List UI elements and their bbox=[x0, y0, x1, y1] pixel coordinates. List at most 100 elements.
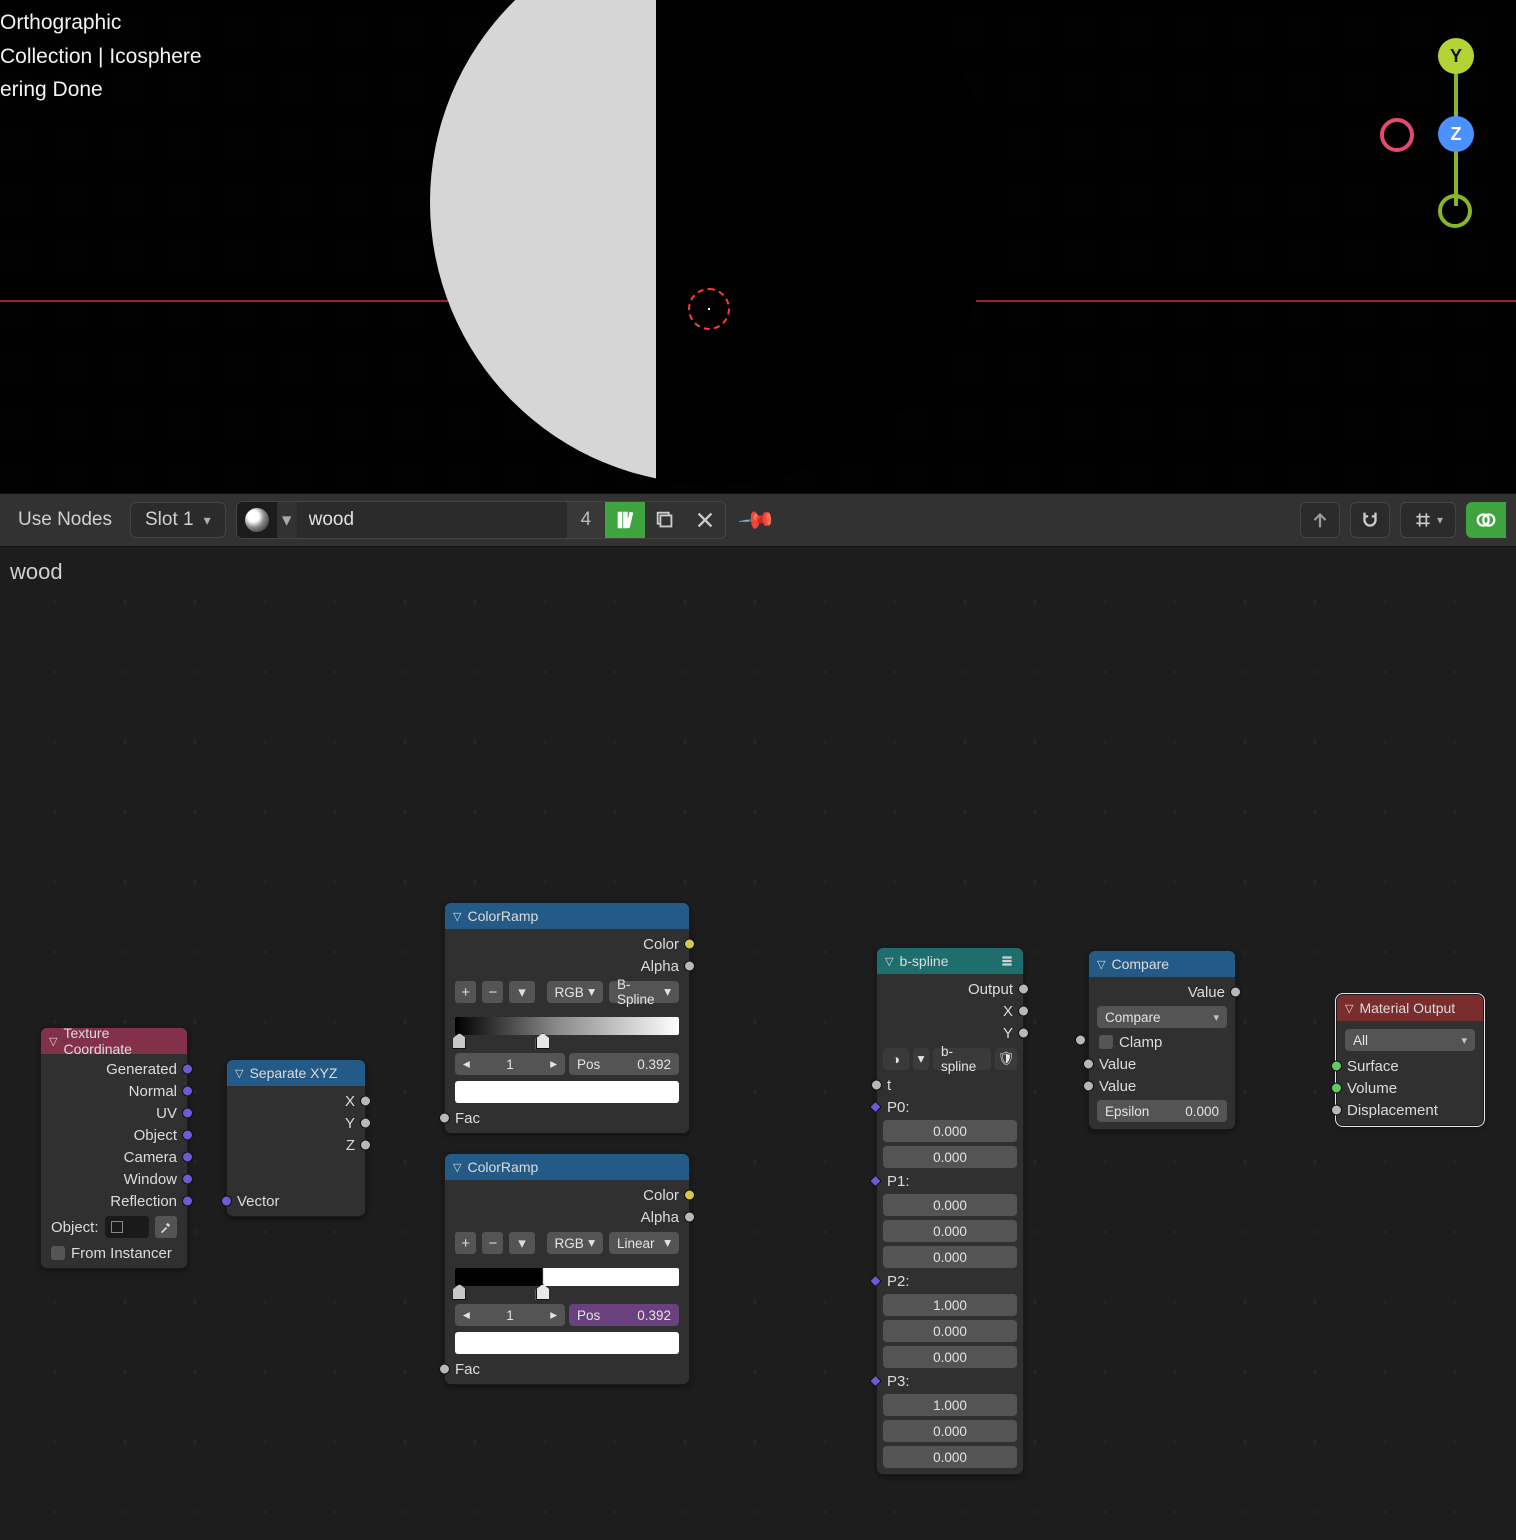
stop-index-field[interactable]: ◂1▸ bbox=[455, 1304, 565, 1326]
socket-out[interactable] bbox=[1018, 984, 1029, 995]
socket-in[interactable] bbox=[869, 1175, 882, 1188]
stop-color-swatch[interactable] bbox=[455, 1332, 679, 1354]
value-field[interactable]: 0.000 bbox=[883, 1320, 1017, 1342]
color-ramp-gradient[interactable] bbox=[455, 1264, 679, 1300]
add-stop-button[interactable]: + bbox=[455, 1232, 476, 1254]
socket-in[interactable] bbox=[439, 1113, 450, 1124]
nav-gizmo[interactable]: Y Z bbox=[1416, 24, 1496, 224]
3d-cursor[interactable] bbox=[688, 288, 730, 330]
value-field[interactable]: 0.000 bbox=[883, 1146, 1017, 1168]
material-slot-select[interactable]: Slot 1 ▾ bbox=[130, 502, 226, 538]
socket-in[interactable] bbox=[869, 1275, 882, 1288]
material-name-input[interactable] bbox=[297, 502, 567, 538]
node-color-ramp-2[interactable]: ▽ ColorRamp Color Alpha + − ▾ RGB▾ Linea… bbox=[444, 1153, 690, 1385]
interp-select[interactable]: Linear▾ bbox=[609, 1232, 679, 1254]
node-editor[interactable]: wood ▽ Texture Coordinate Generated Norm… bbox=[0, 547, 1516, 1540]
socket-in[interactable] bbox=[1331, 1061, 1342, 1072]
node-compare[interactable]: ▽ Compare Value Compare▾ Clamp Value Val… bbox=[1088, 950, 1236, 1130]
eyedropper-button[interactable] bbox=[155, 1216, 177, 1238]
value-field[interactable]: 0.000 bbox=[883, 1446, 1017, 1468]
operation-select[interactable]: Compare▾ bbox=[1097, 1006, 1227, 1028]
remove-stop-button[interactable]: − bbox=[482, 1232, 503, 1254]
collapse-icon[interactable]: ▽ bbox=[453, 910, 461, 923]
socket-in[interactable] bbox=[869, 1101, 882, 1114]
snap-toggle[interactable] bbox=[1350, 502, 1390, 538]
socket-out[interactable] bbox=[182, 1152, 193, 1163]
stop-index-field[interactable]: ◂1▸ bbox=[455, 1053, 565, 1075]
from-instancer-checkbox[interactable] bbox=[51, 1246, 65, 1260]
gizmo-axis-x[interactable] bbox=[1380, 118, 1414, 152]
value-field[interactable]: 0.000 bbox=[883, 1420, 1017, 1442]
target-select[interactable]: All▾ bbox=[1345, 1029, 1475, 1051]
material-preview-icon[interactable] bbox=[237, 502, 277, 538]
color-mode-select[interactable]: RGB▾ bbox=[547, 1232, 604, 1254]
value-field[interactable]: 1.000 bbox=[883, 1294, 1017, 1316]
color-ramp-gradient[interactable] bbox=[455, 1013, 679, 1049]
socket-out[interactable] bbox=[182, 1130, 193, 1141]
value-field[interactable]: 0.000 bbox=[883, 1120, 1017, 1142]
socket-out[interactable] bbox=[182, 1086, 193, 1097]
epsilon-field[interactable]: Epsilon0.000 bbox=[1097, 1100, 1227, 1122]
unlink-material-button[interactable] bbox=[685, 502, 725, 538]
collapse-icon[interactable]: ▽ bbox=[885, 955, 893, 968]
socket-in[interactable] bbox=[1083, 1059, 1094, 1070]
collapse-icon[interactable]: ▽ bbox=[235, 1067, 243, 1080]
clamp-checkbox[interactable] bbox=[1099, 1035, 1113, 1049]
color-mode-select[interactable]: RGB▾ bbox=[547, 981, 604, 1003]
stop-pos-field[interactable]: Pos0.392 bbox=[569, 1304, 679, 1326]
node-header[interactable]: ▽ b-spline bbox=[877, 948, 1023, 974]
node-header[interactable]: ▽ Material Output bbox=[1337, 995, 1483, 1021]
socket-out[interactable] bbox=[684, 961, 695, 972]
value-field[interactable]: 0.000 bbox=[883, 1246, 1017, 1268]
nodegroup-browse-icon[interactable]: ◑ bbox=[883, 1048, 909, 1070]
interp-select[interactable]: B-Spline▾ bbox=[609, 981, 679, 1003]
value-field[interactable]: 1.000 bbox=[883, 1394, 1017, 1416]
gizmo-axis-z[interactable]: Z bbox=[1438, 116, 1474, 152]
socket-out[interactable] bbox=[684, 1190, 695, 1201]
node-separate-xyz[interactable]: ▽ Separate XYZ X Y Z Vector bbox=[226, 1059, 366, 1217]
node-material-output[interactable]: ▽ Material Output All▾ Surface Volume Di… bbox=[1336, 994, 1484, 1126]
collapse-icon[interactable]: ▽ bbox=[1097, 958, 1105, 971]
socket-out[interactable] bbox=[360, 1118, 371, 1129]
socket-out[interactable] bbox=[182, 1064, 193, 1075]
use-nodes-toggle-label[interactable]: Use Nodes bbox=[10, 509, 120, 531]
group-edit-icon[interactable] bbox=[999, 953, 1015, 969]
socket-in[interactable] bbox=[221, 1196, 232, 1207]
node-header[interactable]: ▽ Separate XYZ bbox=[227, 1060, 365, 1086]
socket-out[interactable] bbox=[182, 1174, 193, 1185]
socket-out[interactable] bbox=[360, 1140, 371, 1151]
add-stop-button[interactable]: + bbox=[455, 981, 476, 1003]
socket-in[interactable] bbox=[1331, 1083, 1342, 1094]
socket-out[interactable] bbox=[1018, 1006, 1029, 1017]
value-field[interactable]: 0.000 bbox=[883, 1346, 1017, 1368]
value-field[interactable]: 0.000 bbox=[883, 1220, 1017, 1242]
nodegroup-name-field[interactable]: b-spline bbox=[933, 1048, 991, 1070]
socket-out[interactable] bbox=[684, 939, 695, 950]
socket-in[interactable] bbox=[1331, 1105, 1342, 1116]
collapse-icon[interactable]: ▽ bbox=[49, 1035, 57, 1048]
node-header[interactable]: ▽ ColorRamp bbox=[445, 1154, 689, 1180]
socket-out[interactable] bbox=[1230, 987, 1241, 998]
ramp-tools-menu[interactable]: ▾ bbox=[509, 981, 534, 1003]
socket-in[interactable] bbox=[1083, 1081, 1094, 1092]
collapse-icon[interactable]: ▽ bbox=[453, 1161, 461, 1174]
object-picker[interactable] bbox=[105, 1216, 149, 1238]
socket-in[interactable] bbox=[439, 1364, 450, 1375]
socket-out[interactable] bbox=[684, 1212, 695, 1223]
socket-out[interactable] bbox=[182, 1196, 193, 1207]
chevron-down-icon[interactable]: ▾ bbox=[913, 1048, 929, 1070]
node-color-ramp-1[interactable]: ▽ ColorRamp Color Alpha + − ▾ RGB▾ B-Spl… bbox=[444, 902, 690, 1134]
socket-out[interactable] bbox=[360, 1096, 371, 1107]
ramp-tools-menu[interactable]: ▾ bbox=[509, 1232, 534, 1254]
new-material-button[interactable] bbox=[645, 502, 685, 538]
socket-out[interactable] bbox=[1018, 1028, 1029, 1039]
snap-mode-select[interactable]: ▾ bbox=[1400, 502, 1456, 538]
parent-node-tree-button[interactable] bbox=[1300, 502, 1340, 538]
gizmo-axis-y[interactable]: Y bbox=[1438, 38, 1474, 74]
chevron-down-icon[interactable]: ▾ bbox=[277, 509, 297, 532]
node-header[interactable]: ▽ Texture Coordinate bbox=[41, 1028, 187, 1054]
stop-color-swatch[interactable] bbox=[455, 1081, 679, 1103]
material-users-count[interactable]: 4 bbox=[567, 502, 606, 538]
socket-in[interactable] bbox=[871, 1080, 882, 1091]
stop-pos-field[interactable]: Pos0.392 bbox=[569, 1053, 679, 1075]
